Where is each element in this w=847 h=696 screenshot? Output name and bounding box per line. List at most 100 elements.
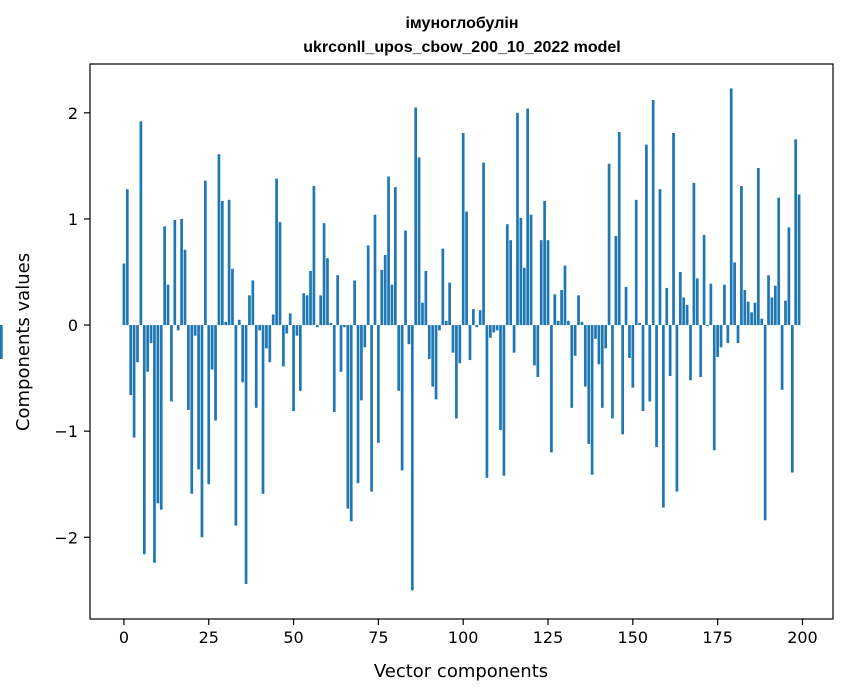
bar: [560, 290, 563, 326]
bar: [326, 258, 329, 326]
bar: [580, 321, 584, 326]
bar: [380, 269, 384, 326]
bar: [170, 325, 173, 402]
chart-title: імуноглобулін: [405, 15, 518, 32]
bar: [763, 325, 767, 521]
bar: [505, 224, 509, 326]
bar: [377, 325, 380, 443]
bar: [583, 325, 587, 387]
bar: [254, 325, 258, 408]
bar: [322, 223, 326, 326]
x-axis-label: Vector components: [374, 661, 548, 682]
bar: [431, 325, 435, 387]
bar: [475, 325, 479, 328]
bar: [624, 286, 628, 326]
bar: [0, 325, 3, 360]
bar: [312, 186, 316, 326]
bar: [767, 275, 770, 326]
bar: [224, 321, 228, 326]
bar: [180, 218, 183, 326]
bar: [407, 325, 411, 345]
y-tick-label: −1: [54, 422, 78, 441]
bar: [400, 325, 404, 471]
bar: [363, 325, 367, 348]
bar: [261, 325, 265, 494]
bar: [651, 100, 655, 326]
bar: [733, 262, 736, 326]
bar: [777, 197, 781, 326]
bar: [278, 222, 282, 326]
bar: [305, 295, 309, 326]
y-axis-label: Components values: [13, 253, 34, 431]
bar: [139, 121, 143, 326]
bar: [214, 325, 217, 421]
bar: [349, 325, 353, 522]
x-tick-label: 25: [199, 628, 219, 647]
bar: [516, 112, 519, 326]
bar: [594, 325, 597, 339]
bar: [370, 325, 373, 492]
bar: [302, 293, 306, 326]
bar: [404, 230, 407, 326]
bar: [526, 108, 530, 326]
bar: [662, 325, 665, 508]
bar: [770, 297, 774, 326]
bar: [441, 248, 445, 326]
bar: [336, 275, 340, 326]
bar: [519, 217, 523, 326]
bar: [485, 325, 489, 478]
bar: [173, 219, 177, 326]
bar: [692, 182, 696, 326]
bar: [125, 189, 129, 326]
bar: [288, 313, 292, 326]
bar: [590, 325, 594, 475]
bar: [227, 199, 231, 326]
bar: [678, 271, 682, 326]
bar: [628, 325, 631, 358]
bar: [563, 265, 567, 326]
x-tick-label: 175: [702, 628, 733, 647]
bar: [546, 240, 550, 326]
bar: [533, 325, 536, 366]
bar: [458, 325, 462, 364]
bar: [346, 325, 350, 509]
bar: [234, 325, 238, 526]
x-axis-ticks: 0 25 50 75 100 125 150 175 200: [119, 619, 818, 647]
bar: [726, 325, 730, 344]
bar: [159, 325, 163, 510]
bar: [529, 214, 533, 326]
bar: [784, 300, 787, 326]
bar: [187, 325, 190, 410]
bar: [292, 325, 295, 412]
bar: [604, 325, 608, 349]
bar: [332, 325, 336, 413]
bar: [397, 325, 401, 391]
bar: [553, 294, 557, 326]
bar: [248, 295, 251, 326]
bar: [421, 302, 424, 326]
bar: [271, 314, 275, 326]
bar: [319, 295, 323, 326]
bar: [790, 325, 794, 473]
bar: [675, 325, 679, 492]
bar: [414, 107, 418, 326]
bar: [597, 325, 601, 365]
y-tick-label: 1: [68, 210, 78, 229]
bar: [366, 245, 370, 326]
bar: [268, 325, 272, 363]
x-tick-label: 50: [283, 628, 303, 647]
bar: [736, 325, 740, 344]
bars-group: [0, 88, 801, 591]
bar: [129, 325, 133, 396]
bar: [495, 325, 499, 331]
bar: [621, 325, 625, 435]
bar: [203, 180, 207, 326]
bar: [611, 325, 614, 419]
bar: [543, 200, 546, 326]
bar: [360, 325, 363, 401]
bar: [417, 157, 421, 326]
bar: [699, 325, 703, 378]
x-tick-label: 0: [119, 628, 129, 647]
bar: [522, 267, 526, 326]
